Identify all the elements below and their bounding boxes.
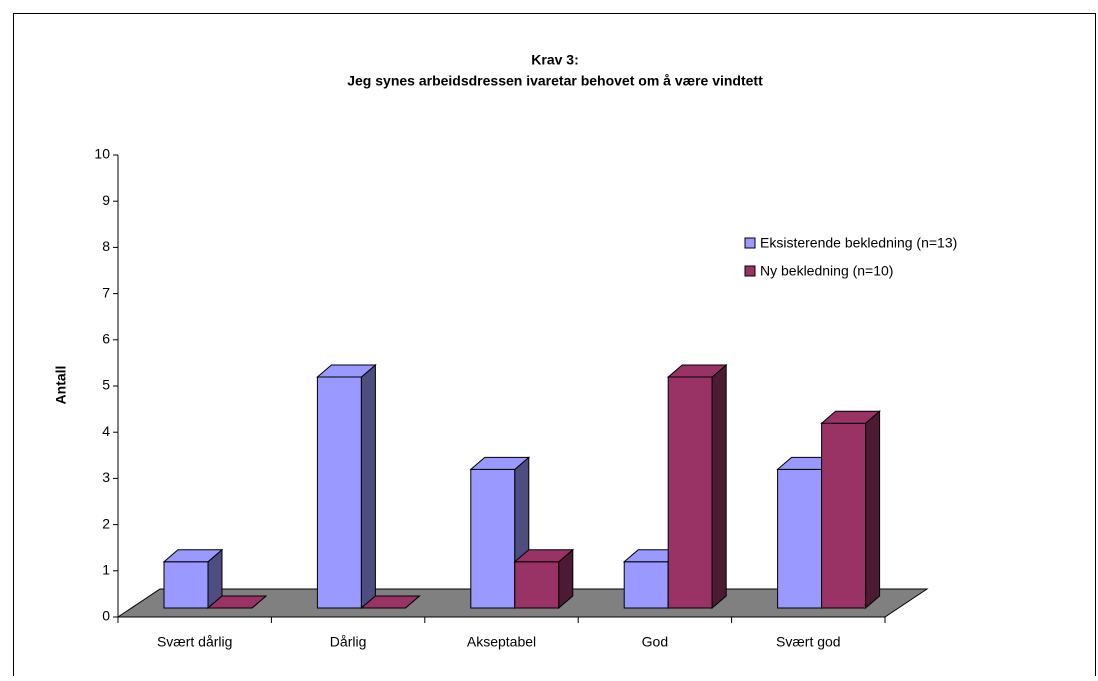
chart-border	[13, 13, 1096, 676]
x-tick-label: God	[642, 634, 668, 650]
bar	[514, 561, 560, 609]
x-tick-label: Dårlig	[330, 634, 367, 650]
y-tick-label: 10	[94, 146, 110, 162]
bar	[623, 561, 669, 609]
bar-top	[666, 364, 728, 378]
bar-side	[711, 363, 727, 610]
bar-3d	[820, 410, 881, 610]
legend-label: Ny bekledning (n=10)	[760, 263, 893, 279]
chart-subtitle: Jeg synes arbeidsdressen ivaretar behove…	[347, 73, 763, 89]
bar	[777, 468, 823, 609]
bar-top	[206, 595, 268, 609]
y-tick-label: 3	[102, 469, 110, 485]
y-axis-label: Antall	[53, 366, 69, 405]
bar	[667, 376, 713, 609]
bar-top	[360, 595, 421, 609]
legend-label: Eksisterende bekledning (n=13)	[760, 235, 957, 251]
x-tick-label: Svært dårlig	[157, 634, 232, 650]
chart-title: Krav 3:	[531, 52, 578, 68]
bar-top	[513, 549, 575, 563]
y-tick-label: 0	[102, 608, 110, 624]
bar-3d	[162, 548, 224, 610]
y-tick-label: 6	[102, 331, 110, 347]
bar-3d	[360, 595, 421, 609]
bar-3d	[469, 456, 531, 610]
x-tick-label: Akseptabel	[467, 634, 536, 650]
bar	[163, 561, 209, 609]
bar-side	[865, 410, 881, 610]
y-tick-label: 8	[102, 238, 110, 254]
y-tick-label: 4	[102, 423, 110, 439]
x-tick-label: Svært god	[776, 634, 841, 650]
y-tick-label: 1	[102, 562, 110, 578]
bar-top	[820, 410, 881, 424]
bar-3d	[513, 548, 575, 610]
y-tick-label: 2	[102, 515, 110, 531]
bar-side	[360, 363, 376, 610]
bar-3d	[666, 363, 728, 610]
bar	[470, 468, 516, 609]
bar	[821, 422, 867, 609]
y-tick-label: 5	[102, 377, 110, 393]
y-tick-label: 7	[102, 284, 110, 300]
bar-3d	[206, 595, 268, 609]
bar	[316, 376, 362, 609]
bar-top	[469, 456, 531, 470]
bar-top	[162, 549, 224, 563]
legend-swatch	[744, 237, 756, 249]
bar-top	[316, 364, 377, 378]
legend-swatch	[744, 265, 756, 277]
bar-3d	[316, 363, 377, 610]
y-tick-label: 9	[102, 192, 110, 208]
